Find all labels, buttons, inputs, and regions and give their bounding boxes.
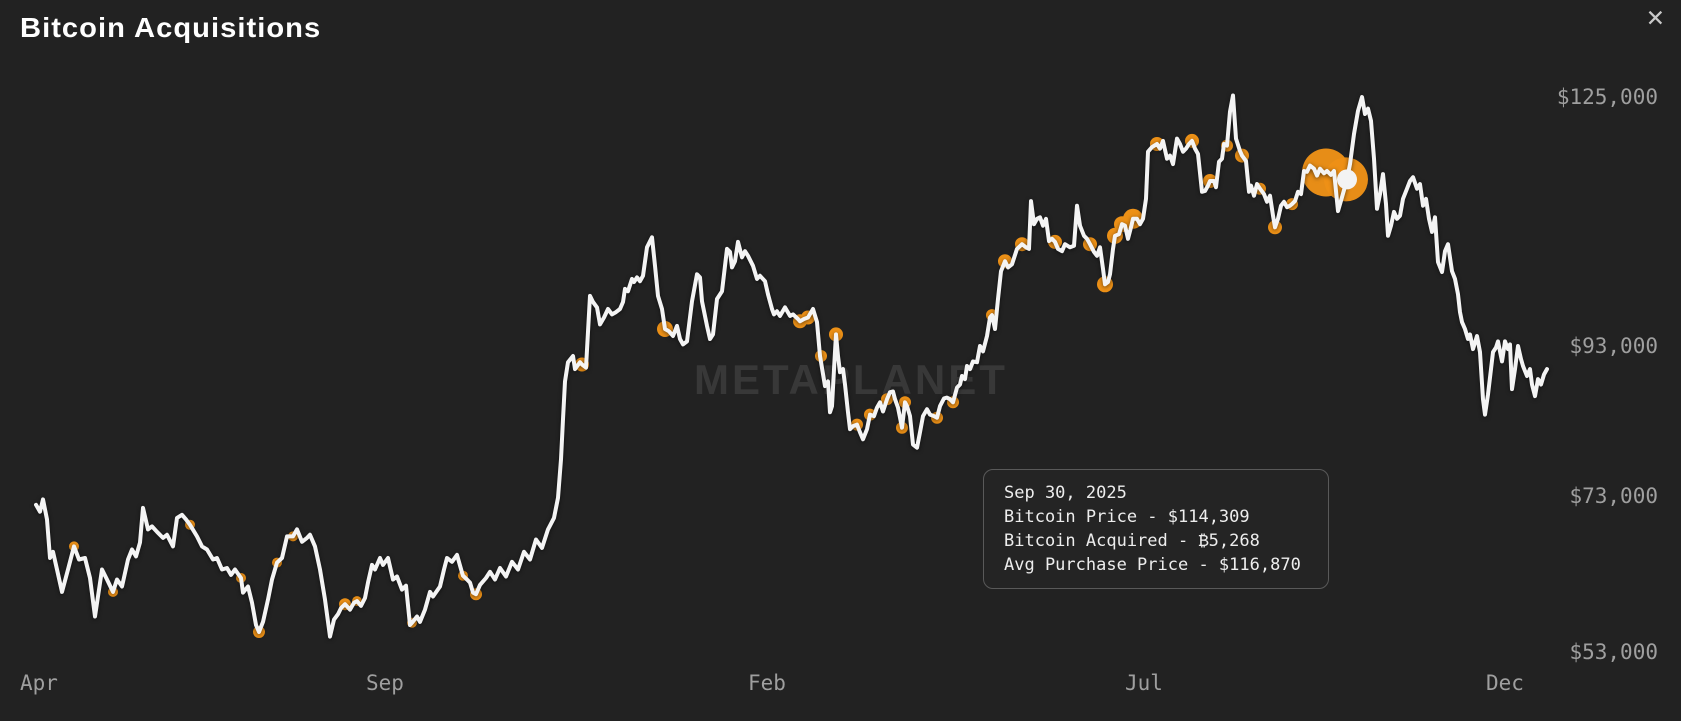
acquisition-tooltip: Sep 30, 2025 Bitcoin Price - $114,309 Bi… xyxy=(983,469,1329,589)
tooltip-bitcoin-price: Bitcoin Price - $114,309 xyxy=(1004,507,1250,527)
y-axis-label: $93,000 xyxy=(1569,334,1658,358)
y-axis-label: $125,000 xyxy=(1556,85,1658,109)
x-axis-label: Jul xyxy=(1125,671,1163,695)
page-title: Bitcoin Acquisitions xyxy=(20,12,322,43)
x-axis-label: Feb xyxy=(748,671,786,695)
selected-point-dot[interactable] xyxy=(1337,169,1357,190)
y-axis-label: $73,000 xyxy=(1569,484,1658,508)
tooltip-bitcoin-acquired: Bitcoin Acquired - ₿5,268 xyxy=(1004,531,1260,551)
x-axis-label: Sep xyxy=(366,671,404,695)
tooltip-date: Sep 30, 2025 xyxy=(1004,483,1127,503)
y-axis-label: $53,000 xyxy=(1569,640,1658,664)
x-axis-label: Dec xyxy=(1486,671,1524,695)
price-line xyxy=(34,93,1549,639)
tooltip-avg-purchase-price: Avg Purchase Price - $116,870 xyxy=(1004,555,1301,575)
x-axis-label: Apr xyxy=(20,671,58,695)
close-icon[interactable]: ✕ xyxy=(1645,6,1665,32)
